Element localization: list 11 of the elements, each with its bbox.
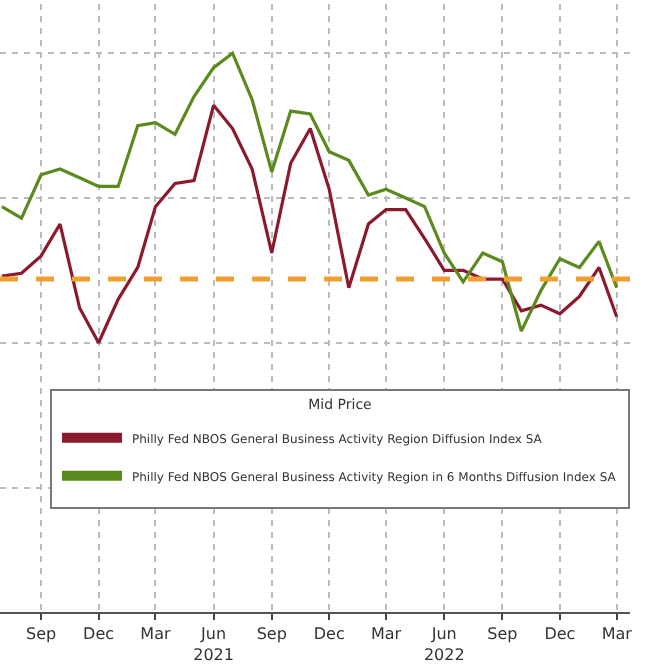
x-tick-label: Sep <box>487 625 518 644</box>
x-tick-label: Mar <box>601 625 634 644</box>
x-tick-label: Dec <box>544 625 576 644</box>
x-tick-label: Dec <box>313 625 345 644</box>
x-tick-label: Dec <box>83 625 115 644</box>
x-tick-label: Mar <box>140 625 172 644</box>
x-tick-label: Sep <box>256 625 287 644</box>
x-tick-label: Sep <box>26 625 57 644</box>
x-tick-label: Jun 2022 <box>423 625 465 664</box>
x-tick-label: Mar <box>370 625 403 644</box>
x-tick-label: Jun 2021 <box>193 625 234 664</box>
